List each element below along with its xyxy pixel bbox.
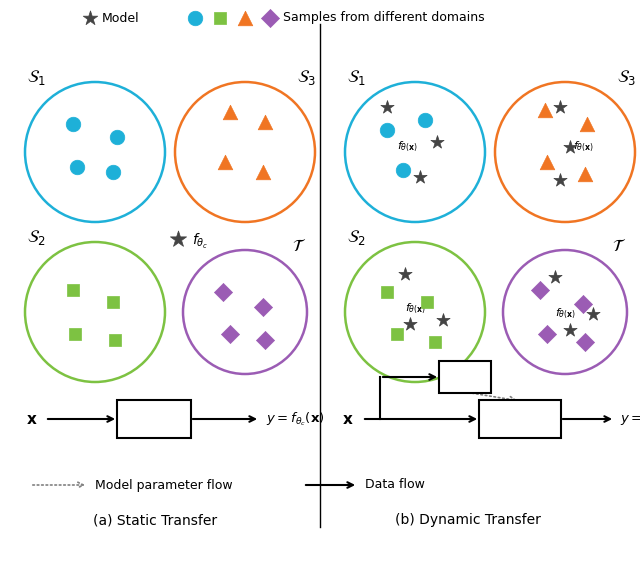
Point	[580, 170, 590, 179]
FancyBboxPatch shape	[439, 361, 491, 393]
Point	[392, 329, 402, 338]
Point	[438, 315, 448, 324]
Text: $\mathbf{x}$: $\mathbf{x}$	[26, 412, 38, 426]
Point	[110, 336, 120, 345]
Point	[422, 298, 432, 307]
Point	[582, 120, 592, 129]
Text: $\mathcal{S}_2$: $\mathcal{S}_2$	[27, 228, 46, 247]
Text: $f_{\theta(\mathbf{x})}$: $f_{\theta(\mathbf{x})}$	[508, 411, 532, 428]
Point	[540, 105, 550, 115]
Point	[220, 158, 230, 167]
Point	[190, 14, 200, 23]
Point	[580, 337, 590, 346]
Text: (a) Static Transfer: (a) Static Transfer	[93, 513, 217, 527]
Point	[415, 172, 425, 181]
Point	[215, 14, 225, 23]
Point	[555, 175, 565, 184]
Point	[85, 14, 95, 23]
Text: $\mathcal{T}$: $\mathcal{T}$	[612, 237, 626, 255]
FancyBboxPatch shape	[479, 400, 561, 438]
Point	[535, 285, 545, 294]
Point	[565, 325, 575, 335]
Point	[565, 142, 575, 151]
Text: Samples from different domains: Samples from different domains	[283, 11, 484, 24]
Text: $y = f_{\theta_c}(\mathbf{x})$: $y = f_{\theta_c}(\mathbf{x})$	[266, 410, 324, 428]
Text: $f_{\theta_c}$: $f_{\theta_c}$	[146, 409, 162, 429]
Text: $f_{\theta(\mathbf{x})}$: $f_{\theta(\mathbf{x})}$	[397, 140, 418, 154]
FancyBboxPatch shape	[117, 400, 191, 438]
Point	[588, 310, 598, 319]
Point	[400, 269, 410, 278]
Point	[430, 337, 440, 346]
Point	[225, 108, 235, 117]
Point	[382, 125, 392, 134]
Point	[555, 103, 565, 112]
Text: $f_{\theta(\mathbf{x})}$: $f_{\theta(\mathbf{x})}$	[555, 307, 576, 321]
Point	[258, 302, 268, 311]
Point	[68, 120, 78, 129]
Point	[420, 116, 430, 125]
Point	[542, 158, 552, 167]
Point	[173, 235, 183, 244]
Point	[225, 329, 235, 338]
Text: $f_{\theta(\mathbf{x})}$: $f_{\theta(\mathbf{x})}$	[573, 140, 594, 154]
Text: $\mathcal{T}$: $\mathcal{T}$	[292, 237, 306, 255]
Point	[432, 137, 442, 146]
Text: $f_{\theta_c}$: $f_{\theta_c}$	[192, 231, 209, 251]
Point	[112, 133, 122, 142]
Point	[578, 299, 588, 308]
Text: $y = f_{\theta(\mathbf{x})}(\mathbf{x})$: $y = f_{\theta(\mathbf{x})}(\mathbf{x})$	[620, 411, 640, 428]
Text: $\theta$: $\theta$	[460, 370, 470, 384]
Text: (b) Dynamic Transfer: (b) Dynamic Transfer	[395, 513, 541, 527]
Point	[550, 273, 560, 282]
Text: Data flow: Data flow	[365, 479, 425, 492]
Text: $\mathcal{S}_2$: $\mathcal{S}_2$	[347, 228, 366, 247]
Text: Model: Model	[102, 11, 140, 24]
Point	[382, 287, 392, 297]
Text: Model parameter flow: Model parameter flow	[95, 479, 232, 492]
Point	[218, 287, 228, 297]
Point	[260, 117, 270, 126]
Point	[108, 298, 118, 307]
Text: $\mathcal{S}_1$: $\mathcal{S}_1$	[347, 68, 366, 87]
Point	[265, 14, 275, 23]
Text: $\mathcal{S}_1$: $\mathcal{S}_1$	[27, 68, 46, 87]
Point	[260, 336, 270, 345]
Point	[405, 319, 415, 328]
Point	[258, 167, 268, 176]
Text: $f_{\theta(\mathbf{x})}$: $f_{\theta(\mathbf{x})}$	[405, 302, 426, 316]
Point	[398, 166, 408, 175]
Point	[240, 14, 250, 23]
Point	[382, 103, 392, 112]
Text: $\mathbf{x}$: $\mathbf{x}$	[342, 412, 354, 426]
Text: $\mathcal{S}_3$: $\mathcal{S}_3$	[617, 68, 636, 87]
Point	[542, 329, 552, 338]
Point	[68, 285, 78, 294]
Point	[70, 329, 80, 338]
Text: $\mathcal{S}_3$: $\mathcal{S}_3$	[297, 68, 316, 87]
Point	[108, 167, 118, 176]
Point	[72, 163, 82, 172]
